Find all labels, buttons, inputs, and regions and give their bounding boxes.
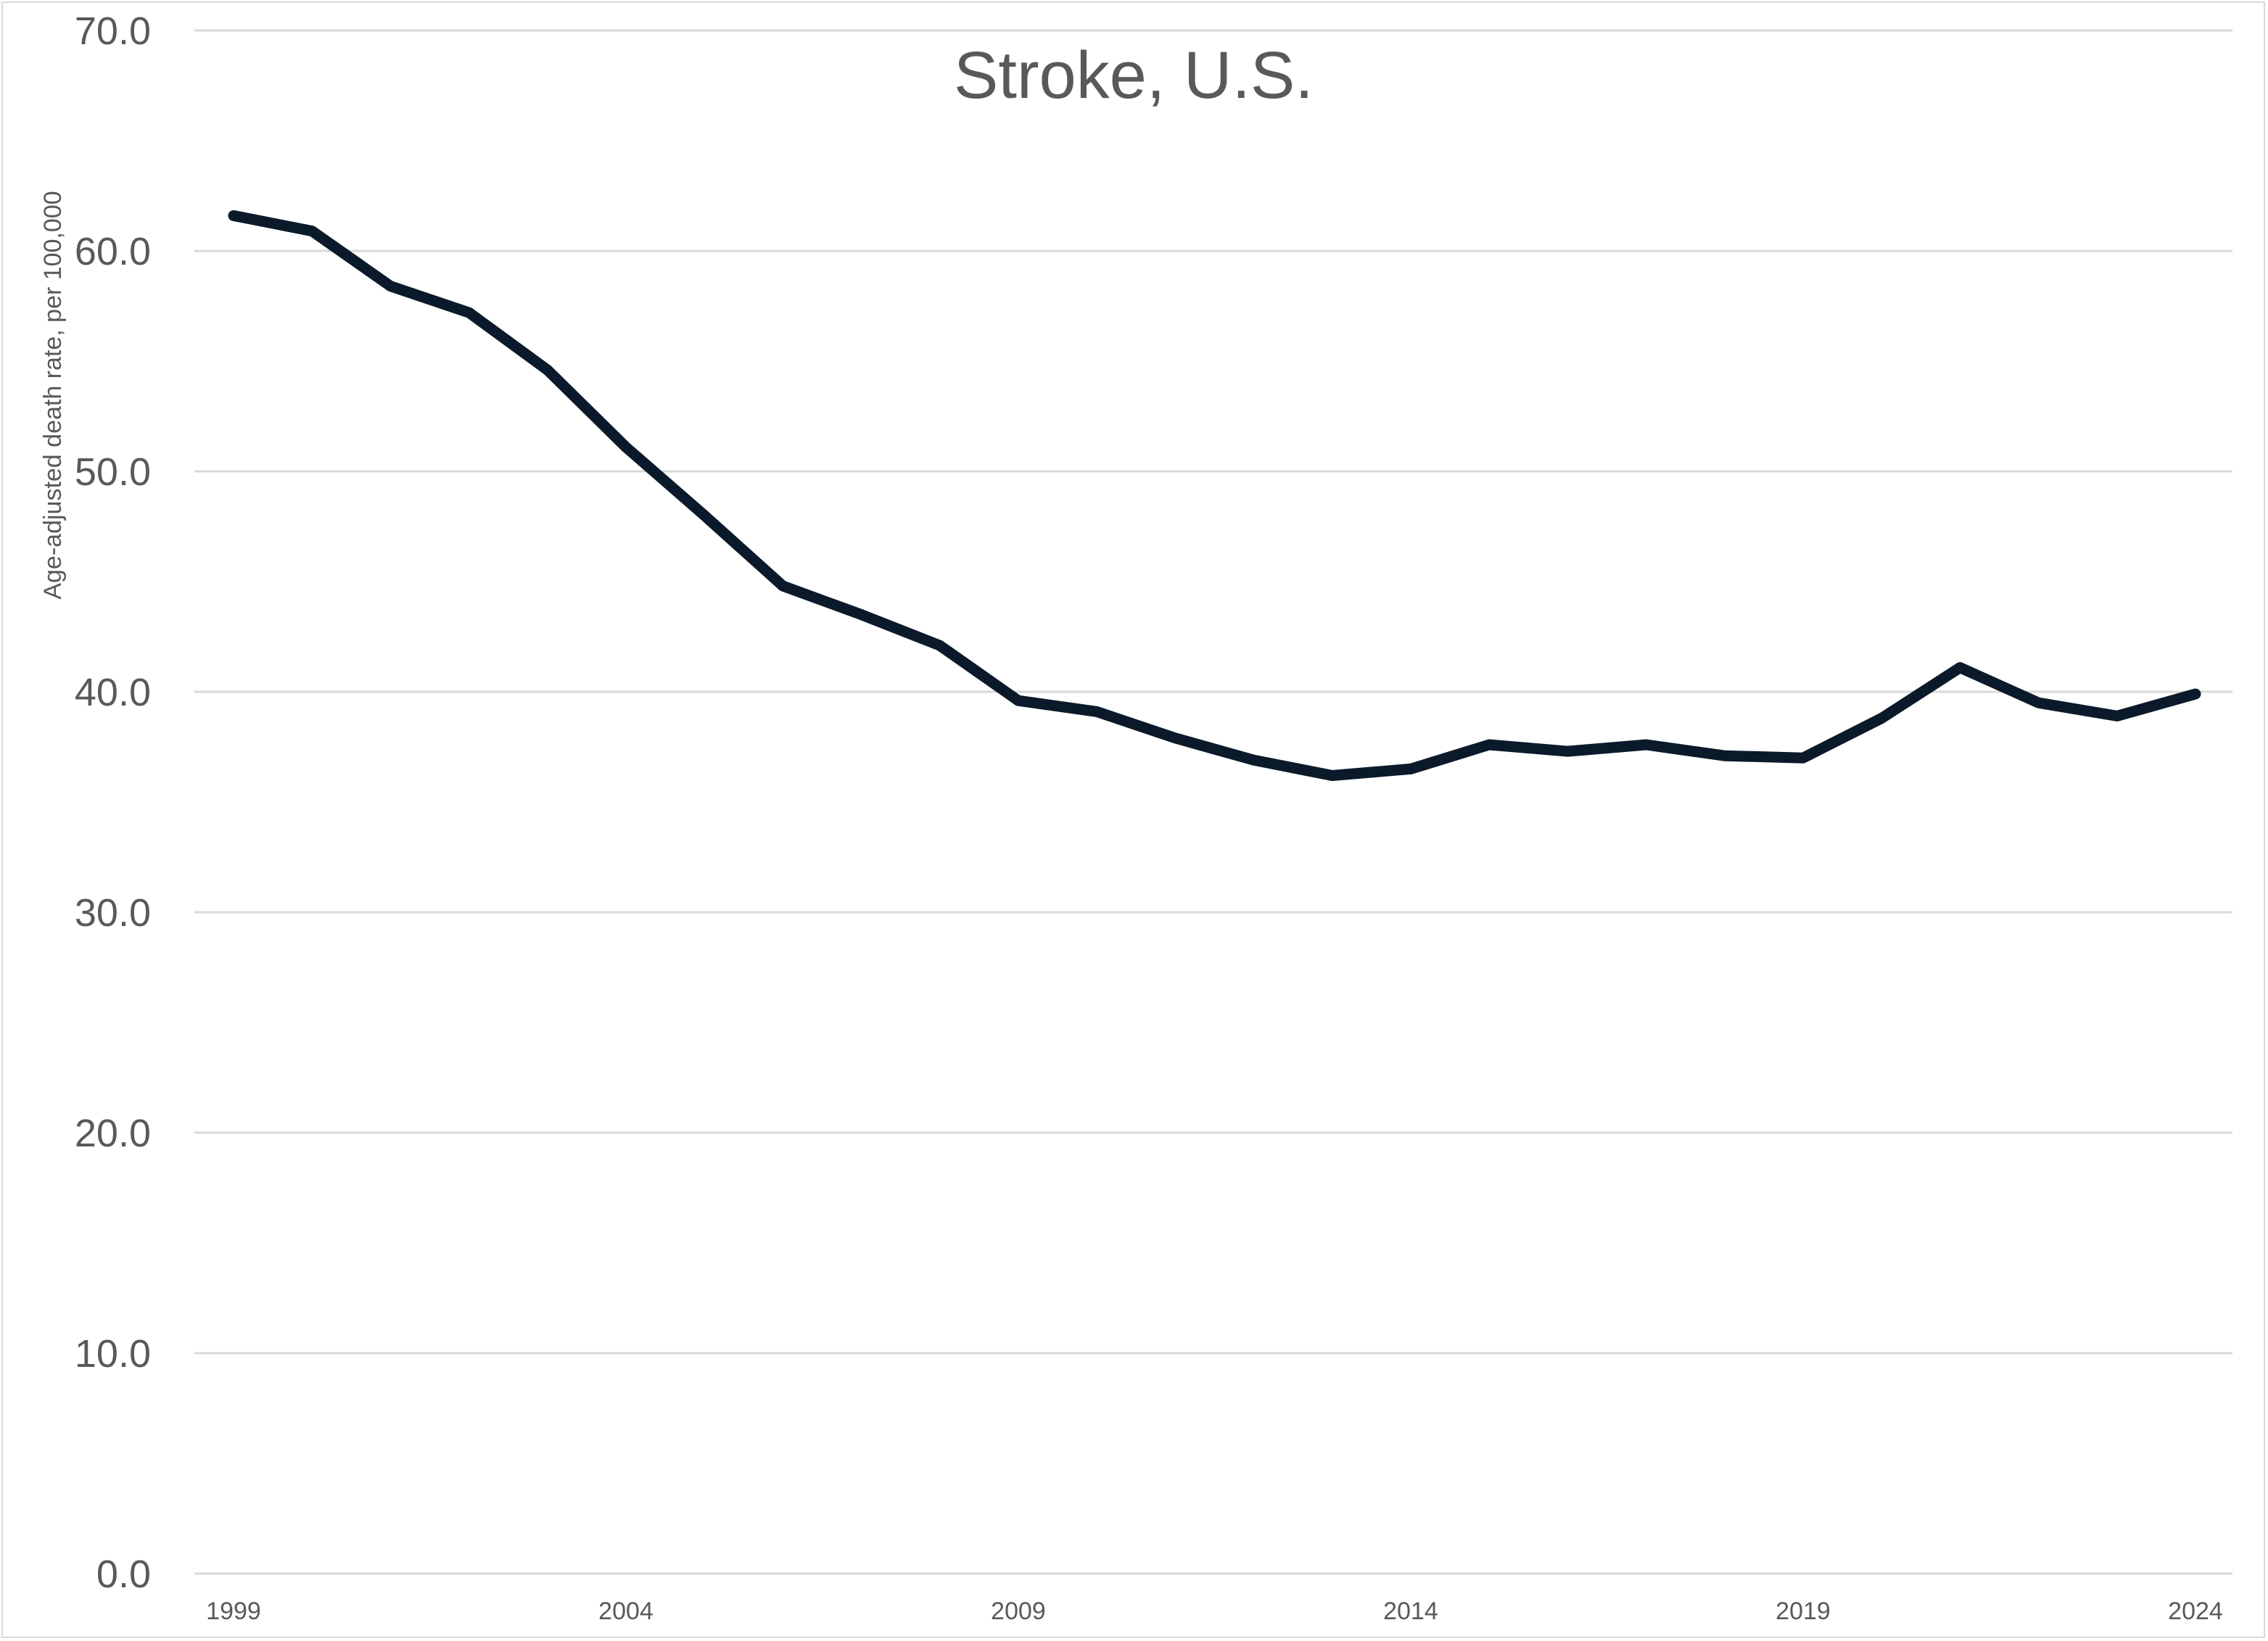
x-tick-label: 1999 [206,1597,261,1625]
y-tick-label: 10.0 [75,1332,151,1376]
x-tick-label: 2024 [2168,1597,2223,1625]
grid [194,29,2232,1575]
y-tick-label: 60.0 [75,230,151,273]
x-tick-label: 2014 [1383,1597,1438,1625]
y-tick-label: 70.0 [75,9,151,53]
series-line [228,210,2201,781]
y-tick-label: 20.0 [75,1112,151,1155]
y-tick-label: 40.0 [75,671,151,714]
y-axis-label: Age-adjusted death rate, per 100,000 [39,191,67,599]
x-tick-label: 2019 [1776,1597,1831,1625]
x-tick-label: 2004 [598,1597,653,1625]
chart-title: Stroke, U.S. [954,38,1314,112]
y-tick-label: 0.0 [96,1553,151,1596]
y-axis-ticks: 0.0 10.0 20.0 30.0 40.0 50.0 60.0 70.0 [75,9,151,1596]
x-tick-label: 2009 [991,1597,1046,1625]
x-axis-ticks: 1999 2004 2009 2014 2019 2024 [206,1597,2223,1625]
y-tick-label: 50.0 [75,450,151,494]
series [228,210,2201,781]
y-tick-label: 30.0 [75,891,151,935]
